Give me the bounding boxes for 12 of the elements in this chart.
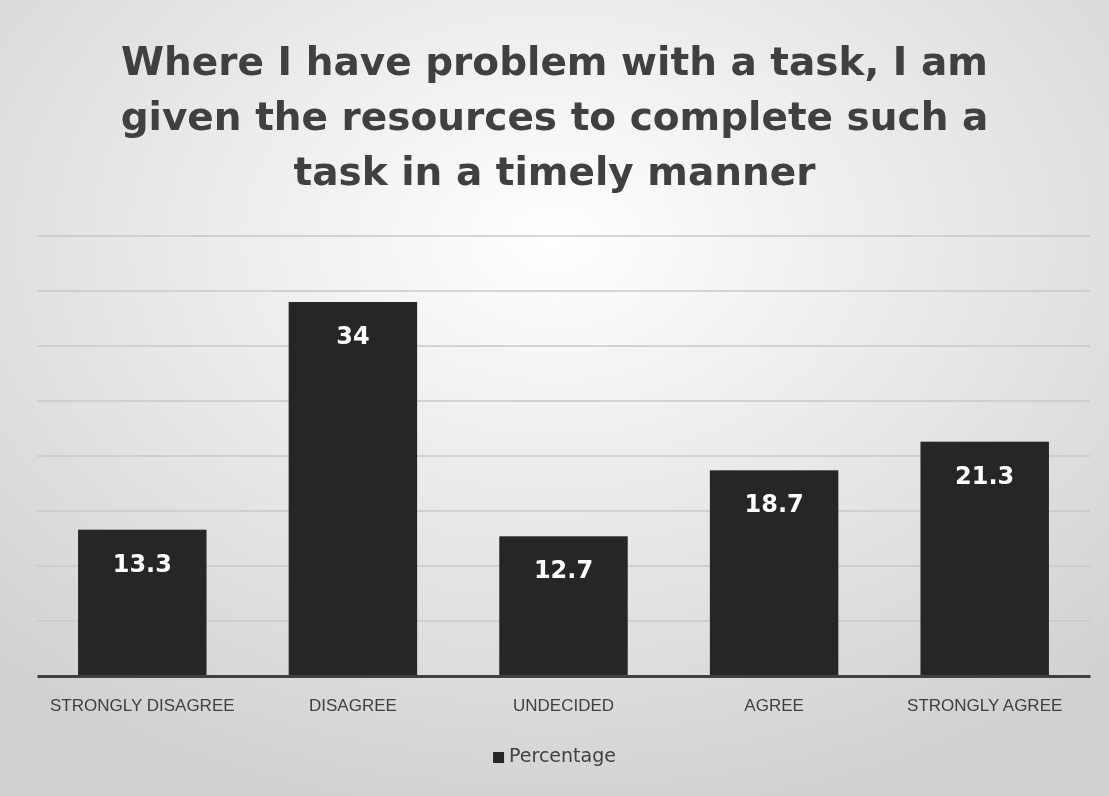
chart-title: Where I have problem with a task, I am given the resources to complete such a task in a timely manner	[120, 39, 989, 194]
legend-label: Percentage	[509, 744, 616, 766]
x-tick-label: DISAGREE	[308, 696, 397, 716]
data-label: 13.3	[112, 549, 172, 578]
data-label: 12.7	[533, 556, 594, 585]
x-tick-label: AGREE	[744, 696, 804, 716]
x-tick-label: UNDECIDED	[512, 696, 615, 716]
data-label: 21.3	[955, 461, 1015, 490]
data-label: 18.7	[744, 490, 804, 519]
x-tick-label: STRONGLY AGREE	[907, 696, 1063, 716]
data-label: 34	[336, 322, 370, 350]
x-tick-label: STRONGLY DISAGREE	[50, 696, 235, 716]
